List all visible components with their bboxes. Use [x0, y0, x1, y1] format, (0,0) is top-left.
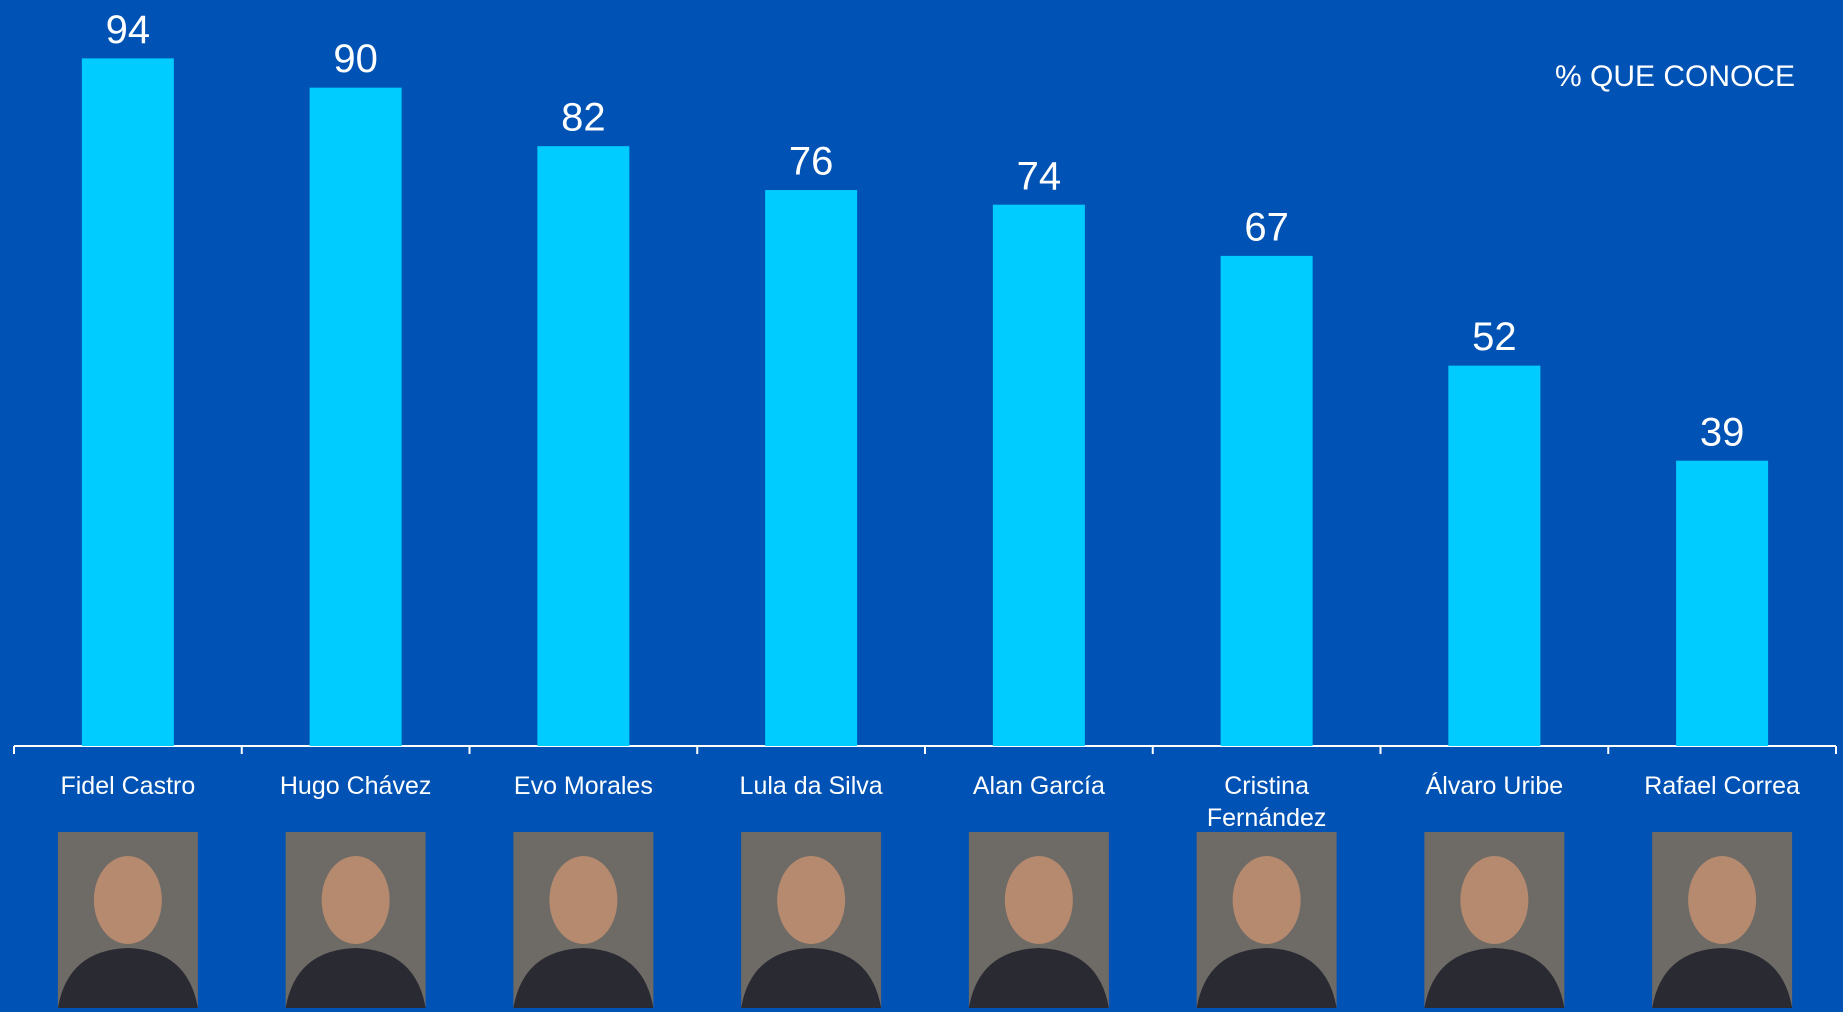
photo-shoulders: [1424, 948, 1565, 1008]
x-tick-label: Álvaro Uribe: [1425, 772, 1564, 800]
photo-face: [93, 856, 162, 944]
bar: [992, 204, 1085, 746]
value-label: 94: [106, 8, 151, 52]
value-label: 52: [1472, 315, 1517, 359]
bar: [81, 58, 174, 746]
photo-shoulders: [57, 948, 198, 1008]
photo-face: [777, 856, 846, 944]
photo-face: [321, 856, 390, 944]
photo-shoulders: [1652, 948, 1793, 1008]
photo-shoulders: [1196, 948, 1337, 1008]
value-label: 90: [333, 37, 378, 81]
value-label: 74: [1017, 154, 1062, 198]
x-tick-label: Rafael Correa: [1644, 772, 1800, 800]
x-tick-label: Hugo Chávez: [279, 772, 432, 800]
photo-shoulders: [968, 948, 1109, 1008]
photo-face: [1460, 856, 1529, 944]
photo-shoulders: [513, 948, 654, 1008]
photo-face: [1688, 856, 1757, 944]
annotation: % QUE CONOCE: [1555, 60, 1795, 93]
photo-shoulders: [741, 948, 882, 1008]
photo-face: [1232, 856, 1301, 944]
value-label: 67: [1244, 205, 1289, 249]
x-tick-label: Cristina Fernández: [1206, 772, 1327, 832]
x-tick-label: Fidel Castro: [60, 772, 196, 800]
bar: [765, 190, 858, 746]
photo-face: [549, 856, 618, 944]
x-tick-label: Evo Morales: [513, 772, 653, 800]
x-tick-label: Lula da Silva: [739, 772, 883, 800]
value-label: 76: [789, 140, 834, 184]
value-label: 82: [561, 96, 606, 140]
x-tick-label: Alan García: [972, 772, 1105, 800]
bar: [537, 146, 630, 747]
value-label: 39: [1700, 410, 1745, 454]
bar: [1676, 460, 1769, 746]
photo-face: [1004, 856, 1073, 944]
bar: [1448, 365, 1541, 746]
bar: [309, 87, 402, 746]
bar: [1220, 255, 1313, 746]
photo-shoulders: [285, 948, 426, 1008]
